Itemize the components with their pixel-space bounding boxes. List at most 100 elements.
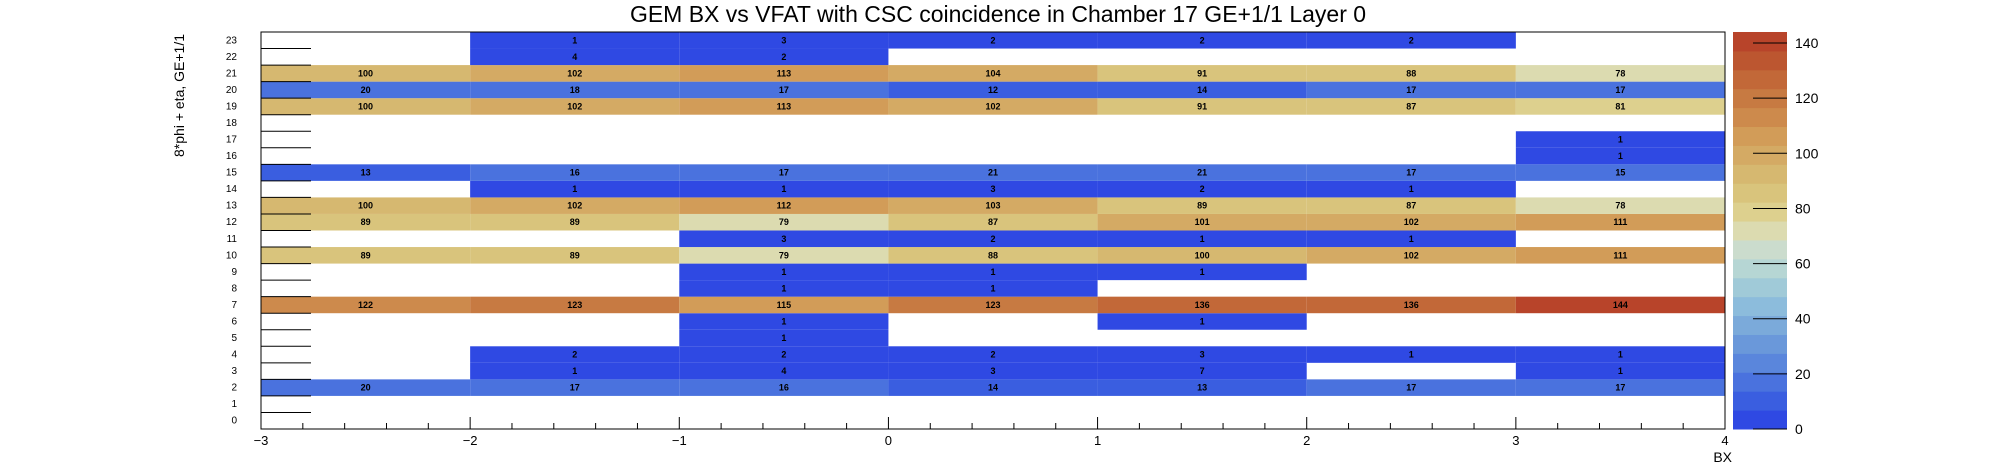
heatmap-cell <box>1306 32 1516 49</box>
color-scale-segment <box>1733 221 1787 241</box>
heatmap-cell <box>470 164 680 181</box>
heatmap-cell <box>679 296 889 314</box>
heatmap-cell <box>470 296 680 314</box>
color-scale-tick-label: 20 <box>1795 366 1811 382</box>
heatmap-cell <box>470 48 680 66</box>
heatmap-cell <box>261 197 471 214</box>
y-axis-tick-label: 15 <box>226 168 238 179</box>
cell-value-label: 87 <box>1406 101 1416 111</box>
heatmap-cell <box>261 65 471 82</box>
heatmap-cell <box>888 164 1098 181</box>
heatmap-cell <box>470 65 680 82</box>
heatmap-cell <box>888 197 1098 214</box>
heatmap-cell <box>1306 296 1516 314</box>
heatmap-cell <box>888 263 1098 281</box>
heatmap-cell <box>470 247 680 264</box>
y-axis-tick-label: 11 <box>227 234 238 245</box>
cell-value-label: 18 <box>570 85 580 95</box>
color-scale-segment <box>1733 145 1787 165</box>
cell-value-label: 102 <box>567 101 582 111</box>
cell-value-label: 3 <box>781 234 786 244</box>
color-scale-tick-label: 140 <box>1795 35 1819 51</box>
heatmap-cell <box>888 346 1098 363</box>
x-axis-tick-label: 1 <box>1094 433 1101 448</box>
heatmap-cell <box>470 213 680 231</box>
cell-value-label: 113 <box>777 101 792 111</box>
heatmap-cell <box>1097 32 1307 49</box>
cell-value-label: 17 <box>570 383 580 393</box>
cell-value-label: 78 <box>1615 68 1625 78</box>
heatmap-cell <box>888 180 1098 198</box>
y-axis-tick-label: 5 <box>231 333 237 344</box>
heatmap-cell <box>1306 164 1516 181</box>
heatmap-cell <box>888 230 1098 248</box>
cell-value-label: 91 <box>1197 68 1207 78</box>
cell-value-label: 3 <box>990 184 995 194</box>
color-scale-segment <box>1733 296 1787 317</box>
heatmap-cell <box>470 346 680 363</box>
heatmap-cell <box>1097 296 1307 314</box>
cell-value-label: 1 <box>781 267 786 277</box>
cell-value-label: 2 <box>990 35 995 45</box>
color-scale-segment <box>1733 183 1787 203</box>
y-axis-tick-label: 10 <box>226 250 238 261</box>
heatmap-cell <box>470 98 680 115</box>
heatmap-cell <box>1515 197 1725 214</box>
cell-value-label: 102 <box>1404 217 1419 227</box>
color-scale-tick-label: 80 <box>1795 200 1811 216</box>
heatmap-cell <box>261 296 471 314</box>
cell-value-label: 111 <box>1613 217 1627 227</box>
heatmap-cell <box>1097 81 1307 99</box>
heatmap-cell <box>888 98 1098 115</box>
color-scale-segment <box>1733 277 1787 298</box>
heatmap-cell <box>679 230 889 248</box>
cell-value-label: 1 <box>1409 350 1414 360</box>
heatmap-cell <box>470 32 680 49</box>
color-scale-segment <box>1733 315 1787 335</box>
cell-value-label: 17 <box>779 168 789 178</box>
cell-value-label: 1 <box>1618 366 1623 376</box>
heatmap-cell <box>1515 213 1725 231</box>
cell-value-label: 102 <box>1404 250 1419 260</box>
cell-value-label: 87 <box>1406 201 1416 211</box>
y-axis-label: 8*phi + eta, GE+1/1 <box>171 34 187 157</box>
color-scale-segment <box>1733 32 1787 52</box>
y-axis-tick-label: 19 <box>226 101 238 112</box>
cell-value-label: 1 <box>1409 234 1414 244</box>
heatmap-cell <box>1097 213 1307 231</box>
chart-title: GEM BX vs VFAT with CSC coincidence in C… <box>630 1 1366 27</box>
heatmap-cell <box>1306 230 1516 248</box>
cell-value-label: 1 <box>1618 151 1623 161</box>
color-scale-tick-label: 40 <box>1795 311 1811 327</box>
x-axis-tick-label: 0 <box>885 433 892 448</box>
cell-value-label: 1 <box>781 316 786 326</box>
cell-value-label: 100 <box>358 68 373 78</box>
y-axis-tick-label: 7 <box>231 300 237 311</box>
cell-value-label: 21 <box>1197 168 1207 178</box>
heatmap-cell <box>1515 131 1725 148</box>
heatmap-cells <box>261 32 1725 396</box>
cell-value-label: 17 <box>1406 168 1416 178</box>
heatmap-cell <box>261 379 471 396</box>
heatmap-cell <box>1097 230 1307 248</box>
heatmap-cell <box>470 197 680 214</box>
cell-value-label: 17 <box>1615 85 1625 95</box>
cell-value-label: 17 <box>779 85 789 95</box>
y-axis-tick-label: 6 <box>231 316 237 327</box>
cell-value-label: 1 <box>1200 234 1205 244</box>
cell-value-label: 1 <box>990 283 995 293</box>
heatmap-cell <box>1306 180 1516 198</box>
cell-value-label: 3 <box>990 366 995 376</box>
heatmap-cell <box>261 164 471 181</box>
heatmap-cell <box>1306 379 1516 396</box>
cell-value-label: 113 <box>777 68 792 78</box>
heatmap-cell <box>1515 346 1725 363</box>
cell-value-label: 2 <box>1409 35 1414 45</box>
heatmap-cell <box>1097 180 1307 198</box>
y-axis-tick-label: 21 <box>226 68 238 79</box>
y-axis-tick-label: 1 <box>231 399 237 410</box>
cell-value-label: 111 <box>1613 250 1627 260</box>
cell-value-label: 1 <box>1200 316 1205 326</box>
heatmap-cell <box>888 280 1098 297</box>
